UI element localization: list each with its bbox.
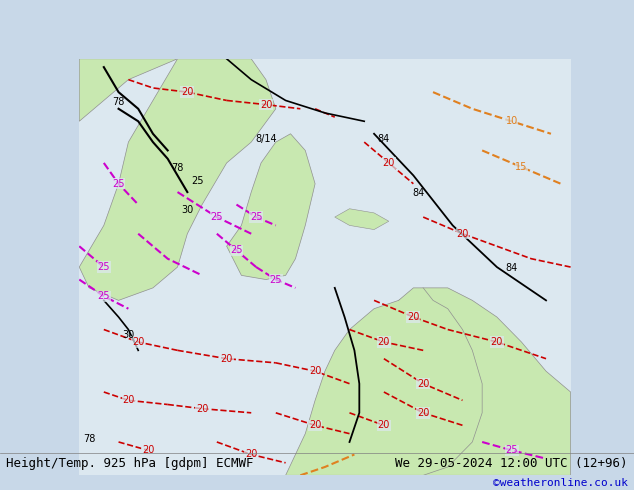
Text: 20: 20: [491, 337, 503, 347]
Text: 20: 20: [260, 99, 272, 110]
Text: 25: 25: [230, 245, 243, 255]
Text: 30: 30: [122, 330, 134, 340]
Text: 25: 25: [98, 291, 110, 301]
Text: 25: 25: [250, 212, 262, 222]
Text: 15: 15: [515, 162, 527, 172]
Text: 84: 84: [505, 263, 518, 273]
Text: 78: 78: [83, 434, 95, 444]
Text: 25: 25: [191, 176, 204, 186]
Text: 20: 20: [122, 395, 134, 405]
Text: 25: 25: [269, 274, 282, 285]
Text: 20: 20: [196, 404, 209, 414]
Text: 20: 20: [378, 420, 390, 430]
Text: 20: 20: [309, 366, 321, 376]
Polygon shape: [79, 59, 178, 122]
Text: 20: 20: [378, 337, 390, 347]
Text: Height/Temp. 925 hPa [gdpm] ECMWF: Height/Temp. 925 hPa [gdpm] ECMWF: [6, 457, 254, 469]
Text: 30: 30: [181, 205, 193, 215]
Polygon shape: [285, 288, 482, 475]
Text: 25: 25: [98, 262, 110, 272]
Text: 8/14: 8/14: [255, 134, 277, 144]
Text: 20: 20: [181, 87, 193, 97]
Text: 20: 20: [132, 337, 145, 347]
Text: 20: 20: [221, 354, 233, 364]
Text: 10: 10: [505, 116, 518, 126]
Text: We 29-05-2024 12:00 UTC (12+96): We 29-05-2024 12:00 UTC (12+96): [395, 457, 628, 469]
Text: 20: 20: [245, 449, 257, 460]
Text: 78: 78: [171, 163, 184, 173]
Text: 20: 20: [407, 312, 420, 322]
Text: 78: 78: [112, 97, 125, 107]
Polygon shape: [335, 209, 389, 229]
Text: 20: 20: [417, 408, 429, 418]
Text: 20: 20: [456, 229, 469, 239]
Text: 20: 20: [309, 420, 321, 430]
Text: 20: 20: [382, 158, 395, 168]
Text: 25: 25: [210, 212, 223, 222]
Text: 25: 25: [112, 179, 125, 189]
Text: 84: 84: [378, 134, 390, 144]
Text: ©weatheronline.co.uk: ©weatheronline.co.uk: [493, 478, 628, 488]
Polygon shape: [79, 59, 276, 300]
Text: 20: 20: [142, 445, 154, 455]
Text: 25: 25: [505, 445, 518, 455]
Polygon shape: [325, 288, 571, 475]
Polygon shape: [227, 134, 315, 279]
Text: 20: 20: [417, 379, 429, 389]
Text: 84: 84: [412, 188, 424, 198]
